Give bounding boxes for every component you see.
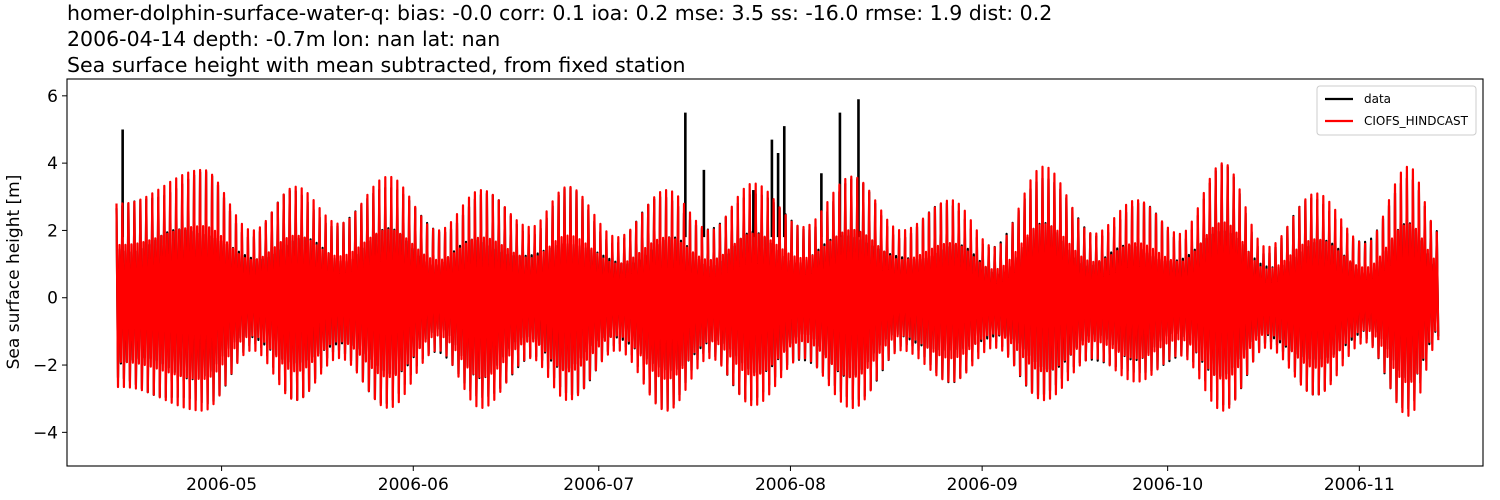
x-tick-label: 2006-10 (1132, 475, 1203, 495)
legend-label-data: data (1364, 92, 1391, 106)
x-tick-label: 2006-05 (186, 475, 257, 495)
chart-title-block: homer-dolphin-surface-water-q: bias: -0.… (67, 0, 1052, 78)
x-tick-label: 2006-06 (378, 475, 449, 495)
legend-label-ciofs-hindcast: CIOFS_HINDCAST (1364, 114, 1469, 128)
y-tick-label: 4 (47, 154, 58, 174)
y-tick-label: −2 (33, 356, 58, 376)
legend: data CIOFS_HINDCAST (1316, 85, 1477, 136)
series-layer (115, 99, 1440, 417)
legend-box (1316, 85, 1477, 136)
chart-title-line-2: 2006-04-14 depth: -0.7m lon: nan lat: na… (67, 27, 501, 51)
y-tick-label: 0 (47, 289, 58, 309)
y-tick-label: 2 (47, 221, 58, 241)
chart-title-line-1: homer-dolphin-surface-water-q: bias: -0.… (67, 1, 1053, 25)
series-line-ciofs-hindcast (115, 162, 1440, 417)
y-axis: −4 −2 0 2 4 6 (33, 87, 67, 443)
y-axis-label: Sea surface height [m] (4, 175, 24, 370)
x-tick-label: 2006-09 (947, 475, 1018, 495)
y-tick-label: −4 (33, 423, 58, 443)
plot-frame (66, 78, 1484, 467)
x-tick-label: 2006-07 (563, 475, 634, 495)
x-axis: 2006-05 2006-06 2006-07 2006-08 2006-09 2006-… (186, 466, 1395, 495)
x-tick-label: 2006-11 (1324, 475, 1395, 495)
x-tick-label: 2006-08 (755, 475, 826, 495)
y-tick-label: 6 (47, 87, 58, 107)
chart-title-line-3: Sea surface height with mean subtracted,… (67, 53, 686, 77)
